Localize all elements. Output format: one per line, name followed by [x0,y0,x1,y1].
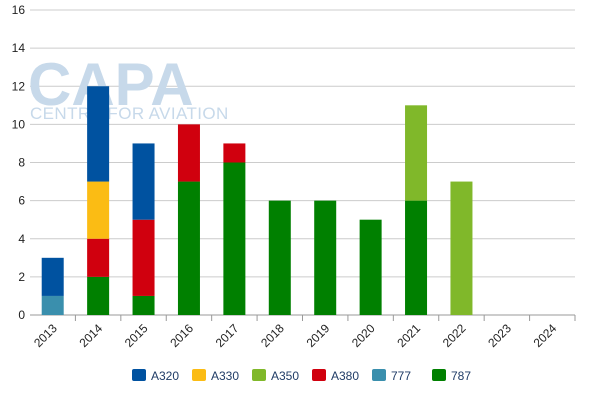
y-tick-label-0: 0 [18,308,25,322]
legend-item-a330[interactable]: A330 [192,369,239,383]
grid-lines [30,9,575,316]
bar-777-2013[interactable] [41,295,64,315]
x-tick-label-2014: 2014 [76,321,105,350]
legend-item-787[interactable]: 787 [432,369,471,383]
x-axis: 2013 2014 2015 2016 2017 2018 2019 2020 2021 2022… [31,315,576,350]
bar-a380-2014[interactable] [87,238,110,277]
bar-787-2015[interactable] [132,295,155,315]
y-tick-label-8: 8 [18,156,25,170]
bar-a320-2014[interactable] [87,86,110,182]
y-tick-label-4: 4 [18,232,25,246]
legend-swatch-a380 [312,369,326,381]
legend-item-a380[interactable]: A380 [312,369,359,383]
legend-label-777: 777 [391,369,411,383]
legend-label-a330: A330 [211,369,239,383]
x-tick-label-2018: 2018 [258,321,287,350]
bar-787-2021[interactable] [405,200,428,315]
legend-label-787: 787 [451,369,471,383]
bar-787-2018[interactable] [268,200,291,315]
legend-item-777[interactable]: 777 [372,369,411,383]
legend-label-a380: A380 [331,369,359,383]
bar-787-2020[interactable] [359,219,382,315]
bar-a330-2014[interactable] [87,181,110,239]
legend-item-a320[interactable]: A320 [132,369,179,383]
x-tick-label-2024: 2024 [531,321,560,350]
legend[interactable]: A320 A330 A350 A380 777 787 [132,369,471,383]
bar-a380-2017[interactable] [223,143,246,163]
legend-label-a350: A350 [271,369,299,383]
y-axis: 0 2 4 6 8 10 12 14 16 [12,3,26,322]
watermark-logo: CAPA [28,51,194,118]
legend-swatch-a320 [132,369,146,381]
watermark-tagline: CENTRE FOR AVIATION [30,104,229,123]
y-tick-label-14: 14 [12,41,26,55]
bars [41,86,473,316]
bar-a350-2022[interactable] [450,181,473,315]
legend-swatch-a350 [252,369,266,381]
x-tick-label-2021: 2021 [394,321,423,350]
y-tick-label-12: 12 [12,79,26,93]
x-tick-label-2013: 2013 [31,321,60,350]
bar-787-2017[interactable] [223,162,246,316]
x-tick-label-2016: 2016 [167,321,196,350]
capa-watermark: CAPA CENTRE FOR AVIATION [28,51,229,123]
x-tick-label-2019: 2019 [304,321,333,350]
bar-a350-2021[interactable] [405,105,428,201]
y-tick-label-10: 10 [12,117,26,131]
bar-a380-2016[interactable] [177,124,200,182]
bar-787-2016[interactable] [177,181,200,315]
x-tick-label-2020: 2020 [349,321,378,350]
bar-787-2019[interactable] [314,200,337,315]
legend-item-a350[interactable]: A350 [252,369,299,383]
bar-a380-2015[interactable] [132,219,155,296]
bar-a320-2015[interactable] [132,143,155,220]
x-tick-label-2015: 2015 [122,321,151,350]
y-tick-label-16: 16 [12,3,26,17]
x-tick-label-2017: 2017 [213,321,242,350]
legend-swatch-777 [372,369,386,381]
x-tick-label-2022: 2022 [440,321,469,350]
y-tick-label-6: 6 [18,194,25,208]
x-tick-label-2023: 2023 [485,321,514,350]
legend-swatch-787 [432,369,446,381]
legend-label-a320: A320 [151,369,179,383]
bar-787-2014[interactable] [87,276,110,315]
y-tick-label-2: 2 [18,270,25,284]
bar-a320-2013[interactable] [41,257,64,296]
legend-swatch-a330 [192,369,206,381]
